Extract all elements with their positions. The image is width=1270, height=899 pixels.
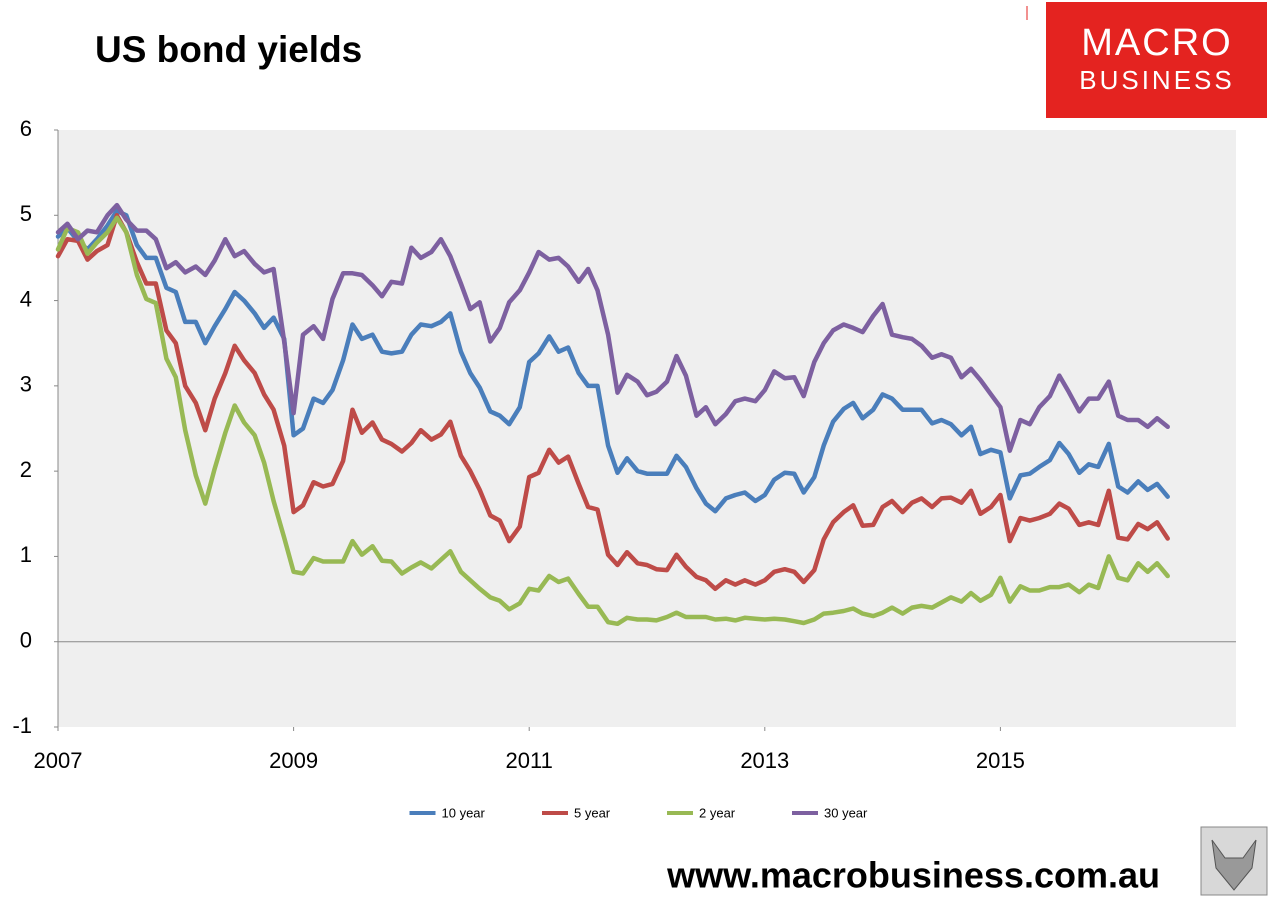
y-tick-label: 3 bbox=[20, 372, 32, 397]
line-series bbox=[55, 215, 1170, 627]
x-tick-label: 2015 bbox=[976, 748, 1025, 773]
plot-area bbox=[58, 130, 1236, 727]
y-tick-label: 4 bbox=[20, 286, 32, 311]
logo-line2: BUSINESS bbox=[1079, 65, 1235, 95]
legend-label: 30 year bbox=[824, 805, 868, 820]
logo-box bbox=[1046, 2, 1267, 118]
footer-url: www.macrobusiness.com.au bbox=[666, 855, 1160, 896]
logo-line1: MACRO bbox=[1081, 22, 1232, 64]
x-tick-label: 2009 bbox=[269, 748, 318, 773]
x-tick-label: 2007 bbox=[34, 748, 83, 773]
y-tick-label: 6 bbox=[20, 116, 32, 141]
legend-label: 10 year bbox=[442, 805, 486, 820]
x-tick-label: 2011 bbox=[506, 748, 553, 773]
chart-title: US bond yields bbox=[95, 29, 362, 70]
line-series bbox=[55, 202, 1170, 453]
legend-label: 5 year bbox=[574, 805, 611, 820]
fox-face bbox=[1211, 839, 1257, 891]
line-series bbox=[55, 208, 1170, 514]
y-tick-label: 1 bbox=[20, 542, 32, 567]
line-series bbox=[55, 213, 1170, 592]
y-tick-label: 0 bbox=[20, 628, 32, 653]
y-tick-label: 5 bbox=[20, 201, 32, 226]
y-tick-label: 2 bbox=[20, 457, 32, 482]
legend-label: 2 year bbox=[699, 805, 736, 820]
y-tick-label: -1 bbox=[12, 713, 32, 738]
x-tick-label: 2013 bbox=[740, 748, 789, 773]
